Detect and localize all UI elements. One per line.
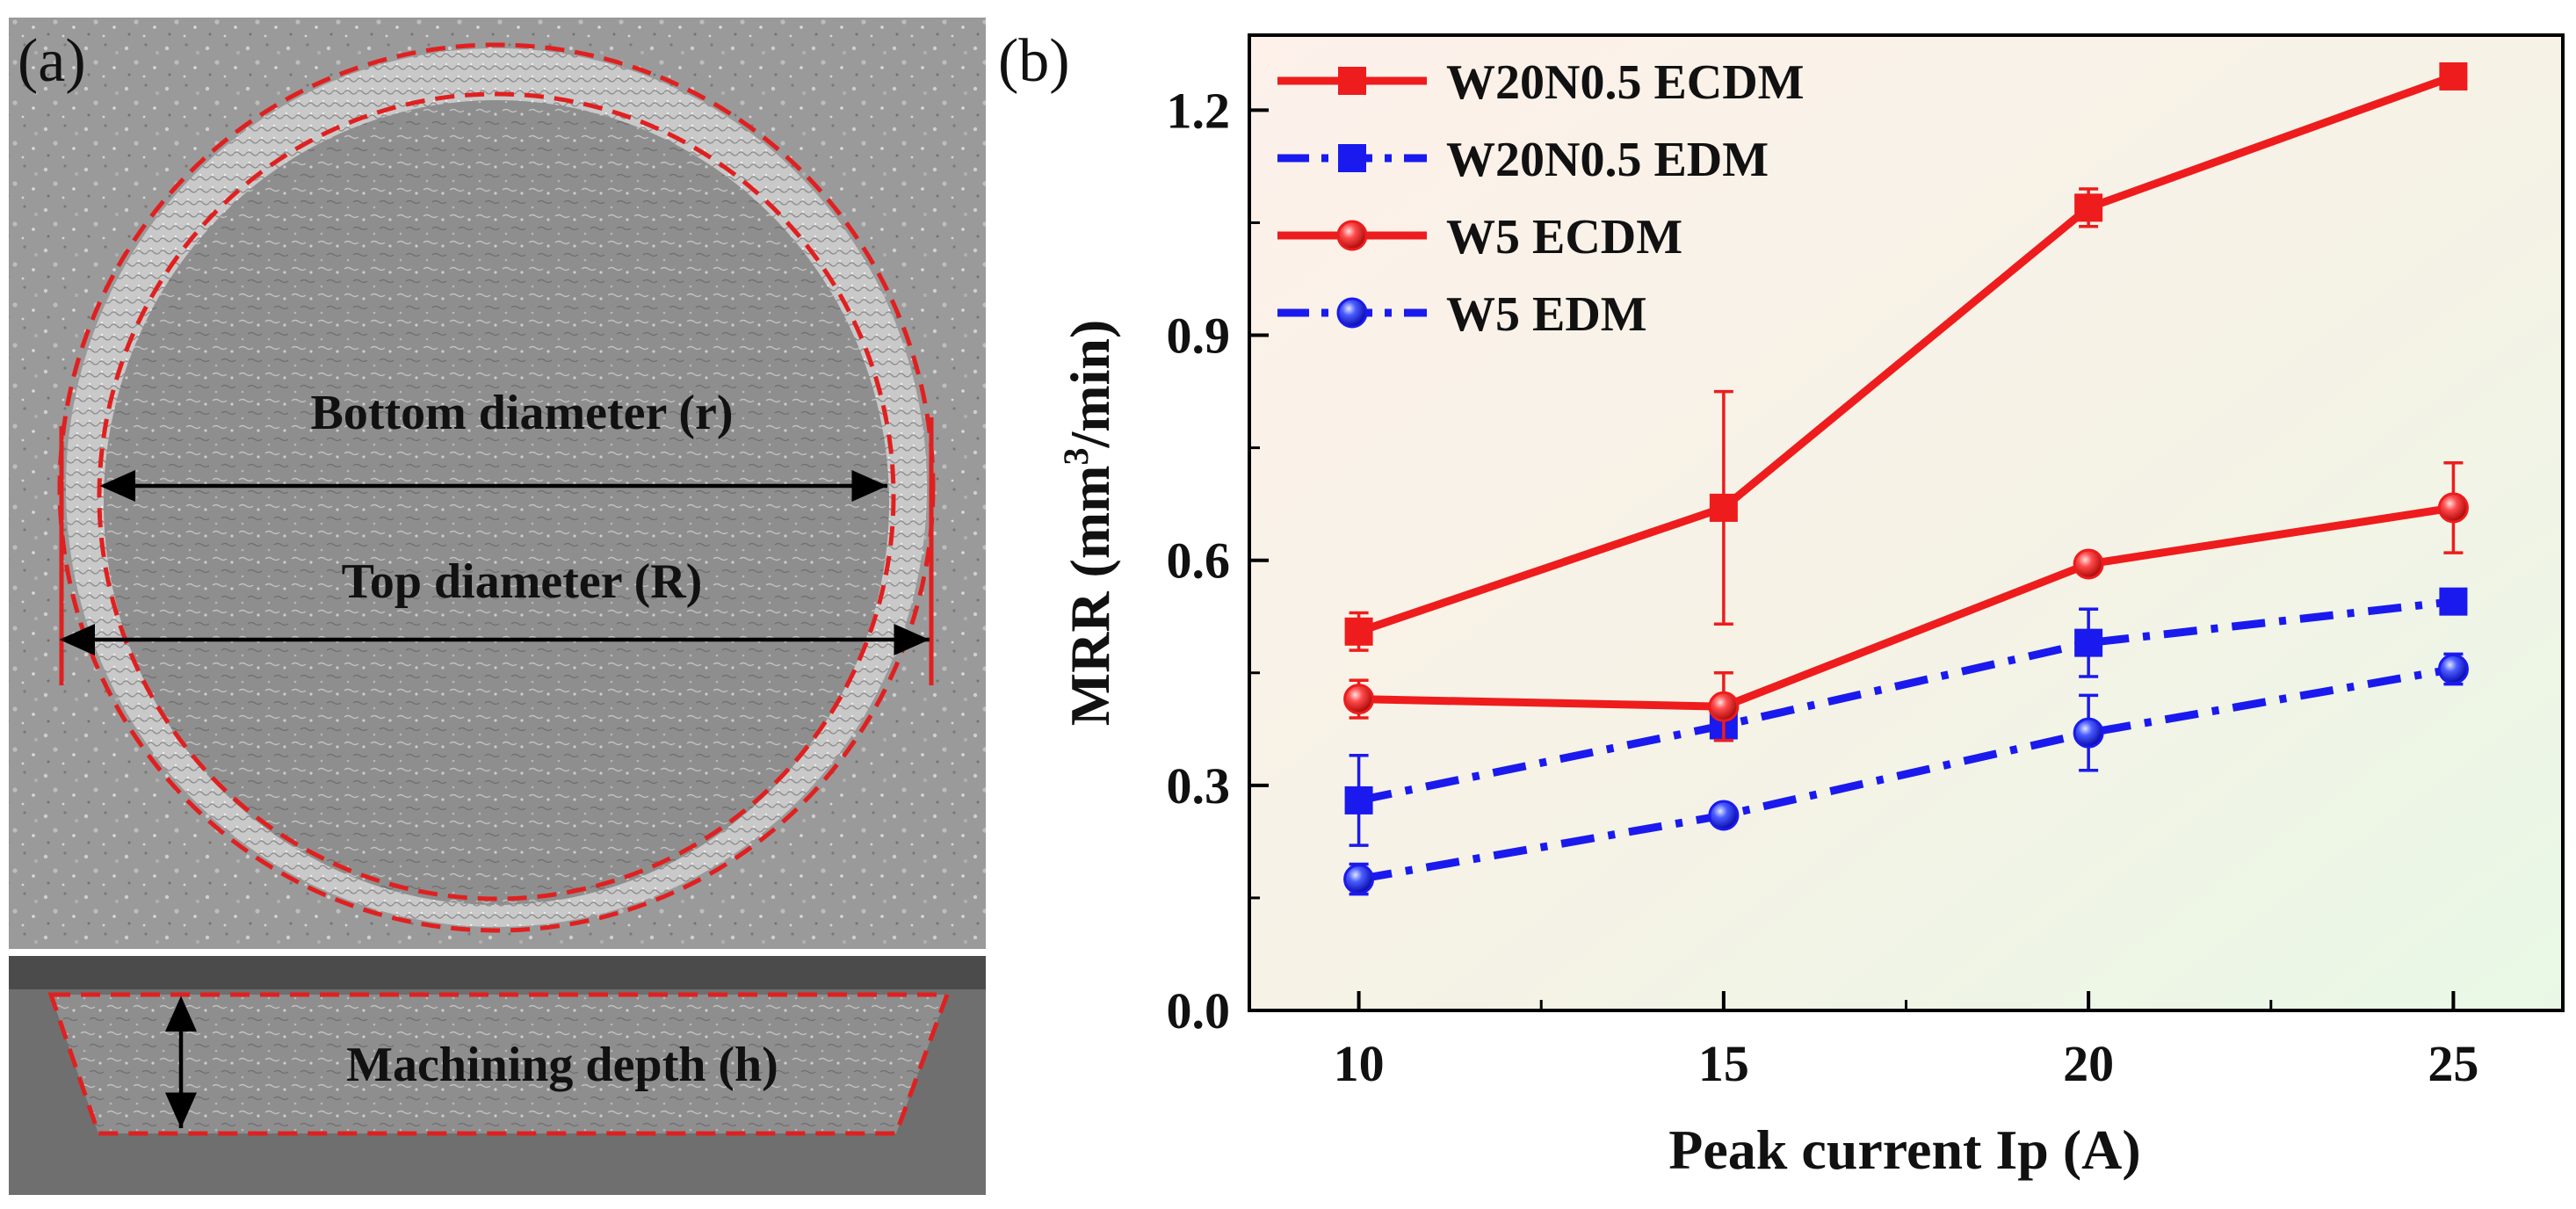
bottom-outline	[97, 91, 896, 901]
crater-floor	[104, 100, 889, 905]
x-tick-label: 20	[2063, 1035, 2114, 1092]
y-axis-label-main: MRR (mm	[1059, 466, 1121, 727]
data-point-w5-ecdm	[2073, 548, 2104, 580]
data-point-w20n0-5-edm	[2439, 587, 2468, 616]
data-point-w5-ecdm	[1708, 691, 1740, 722]
panel-a: Bottom diameter (r) Top diameter (R) Mac…	[9, 18, 986, 1195]
data-point-w20n0-5-edm	[1344, 785, 1373, 814]
data-point-w5-edm	[2437, 654, 2469, 684]
data-point-w5-ecdm	[1343, 684, 1375, 715]
legend-label: W5 ECDM	[1446, 210, 1682, 264]
x-tick-label: 25	[2428, 1035, 2478, 1092]
y-tick-label: 0.6	[1167, 532, 1231, 590]
legend-marker-w20n0-5-ecdm	[1338, 67, 1366, 95]
data-point-w20n0-5-ecdm	[2439, 62, 2468, 90]
data-point-w20n0-5-ecdm	[2074, 193, 2103, 222]
y-axis-label: MRR (mm3/min)	[1056, 320, 1121, 727]
series-line-w5-edm	[1357, 665, 2455, 884]
legend-label: W20N0.5 EDM	[1446, 133, 1769, 187]
data-point-w20n0-5-ecdm	[1709, 493, 1738, 522]
data-point-w5-edm	[2073, 717, 2104, 749]
panel-a-label: (a)	[18, 27, 86, 95]
panel-b-label: (b)	[998, 27, 1070, 95]
data-point-w5-edm	[1343, 864, 1375, 895]
chart-layer: 0.0 0.3 0.6 0.9 1.2 10 15 20 25 W20N0.5 ECDM W20N0…	[1167, 55, 2479, 1092]
data-point-w5-edm	[1708, 800, 1740, 831]
y-tick-label: 1.2	[1167, 82, 1231, 139]
machining-depth-label: Machining depth (h)	[346, 1038, 778, 1092]
top-diameter-label: Top diameter (R)	[342, 554, 703, 609]
cross-section-surface	[9, 956, 986, 989]
y-axis-label-tail: /min)	[1059, 320, 1121, 449]
panel-b: (b) 0.0 0.3 0.6 0.9 1.2 10 15 20 25 W20N0.5 ECDM W…	[998, 27, 2565, 1181]
legend-marker-w5-ecdm	[1336, 220, 1368, 251]
y-tick-label: 0.9	[1167, 308, 1231, 365]
legend-label: W5 EDM	[1446, 287, 1647, 342]
legend-label: W20N0.5 ECDM	[1446, 55, 1805, 110]
series-line-w20n0-5-ecdm	[1357, 72, 2455, 636]
data-point-w5-ecdm	[2437, 492, 2469, 524]
x-tick-label: 15	[1698, 1035, 1749, 1092]
y-tick-label: 0.0	[1167, 982, 1231, 1039]
data-point-w20n0-5-ecdm	[1344, 617, 1373, 646]
y-axis-label-sup: 3	[1056, 448, 1096, 466]
cross-section-pit	[51, 995, 947, 1133]
x-axis-label: Peak current Ip (A)	[1668, 1119, 2140, 1181]
y-tick-label: 0.3	[1167, 757, 1231, 814]
series-line-w5-ecdm	[1358, 503, 2455, 711]
legend-marker-w20n0-5-edm	[1338, 144, 1366, 172]
series-line-w20n0-5-edm	[1357, 597, 2454, 805]
depth-outline	[47, 992, 951, 1136]
legend-marker-w5-edm	[1336, 297, 1368, 329]
data-point-w20n0-5-edm	[2074, 628, 2103, 657]
x-tick-label: 10	[1334, 1035, 1385, 1092]
bottom-diameter-label: Bottom diameter (r)	[310, 386, 733, 440]
